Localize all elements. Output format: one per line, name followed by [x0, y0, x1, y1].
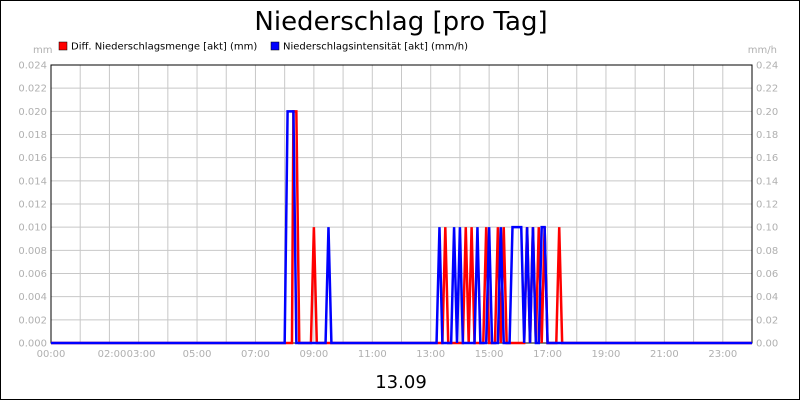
x-tick-label: 15:00: [475, 349, 504, 360]
legend-swatch-menge: [58, 41, 68, 51]
x-tick-label: 05:00: [183, 349, 212, 360]
y-right-tick-label: 0.02: [756, 315, 778, 326]
legend-label-menge: Diff. Niederschlagsmenge [akt] (mm): [71, 42, 257, 53]
y-left-tick-label: 0.016: [18, 153, 47, 164]
legend: Diff. Niederschlagsmenge [akt] (mm) Nied…: [58, 41, 468, 53]
y-right-tick-label: 0.20: [756, 107, 778, 118]
y-right-tick-label: 0.22: [756, 84, 778, 95]
y-right-unit: mm/h: [748, 45, 777, 56]
x-tick-label: 00:00: [37, 349, 66, 360]
y-left-tick-label: 0.012: [18, 200, 47, 211]
y-left-tick-label: 0.008: [18, 246, 47, 257]
legend-label-intensitaet: Niederschlagsintensität [akt] (mm/h): [283, 42, 468, 53]
y-left-tick-label: 0.004: [18, 292, 47, 303]
y-left-unit: mm: [33, 45, 52, 56]
x-tick-label: 02:00: [98, 349, 127, 360]
legend-swatch-intensitaet: [270, 41, 280, 51]
y-right-tick-label: 0.18: [756, 130, 778, 141]
y-left-tick-label: 0.018: [18, 130, 47, 141]
x-tick-label: 21:00: [650, 349, 679, 360]
y-right-tick-label: 0.12: [756, 200, 778, 211]
y-left-tick-label: 0.010: [18, 223, 47, 234]
y-left-tick-label: 0.000: [18, 339, 47, 350]
x-tick-label: 23:00: [708, 349, 737, 360]
y-right-tick-label: 0.16: [756, 153, 778, 164]
chart-title: Niederschlag [pro Tag]: [254, 7, 547, 37]
series-layer: [51, 110, 752, 345]
y-left-tick-label: 0.020: [18, 107, 47, 118]
y-axis-right: 0.00 0.02 0.04 0.06 0.08 0.10 0.12 0.14 0.16 0.18…: [756, 61, 778, 350]
y-left-tick-label: 0.006: [18, 269, 47, 280]
x-tick-label: 11:00: [358, 349, 387, 360]
y-right-tick-label: 0.06: [756, 269, 778, 280]
x-axis-label: 13.09: [375, 372, 427, 393]
x-tick-label: 09:00: [299, 349, 328, 360]
y-right-tick-label: 0.08: [756, 246, 778, 257]
y-left-tick-label: 0.014: [18, 176, 47, 187]
y-left-tick-label: 0.022: [18, 84, 47, 95]
grid: [51, 65, 752, 343]
x-tick-label: 13:00: [416, 349, 445, 360]
y-left-tick-label: 0.002: [18, 315, 47, 326]
y-right-tick-label: 0.10: [756, 223, 778, 234]
y-left-tick-label: 0.024: [18, 61, 47, 72]
x-tick-label: 17:00: [533, 349, 562, 360]
y-axis-left: 0.000 0.002 0.004 0.006 0.008 0.010 0.012 0.014…: [18, 61, 47, 350]
y-right-tick-label: 0.14: [756, 176, 778, 187]
x-axis: 00:00 02:00 03:00 05:00 07:00 09:00 11:00 13:00…: [37, 349, 738, 360]
x-tick-label: 19:00: [592, 349, 621, 360]
y-right-tick-label: 0.24: [756, 61, 778, 72]
y-right-tick-label: 0.04: [756, 292, 778, 303]
x-tick-label: 03:00: [127, 349, 156, 360]
series-line-intensitaet: [51, 110, 752, 345]
x-tick-label: 07:00: [241, 349, 270, 360]
y-right-tick-label: 0.00: [756, 339, 778, 350]
